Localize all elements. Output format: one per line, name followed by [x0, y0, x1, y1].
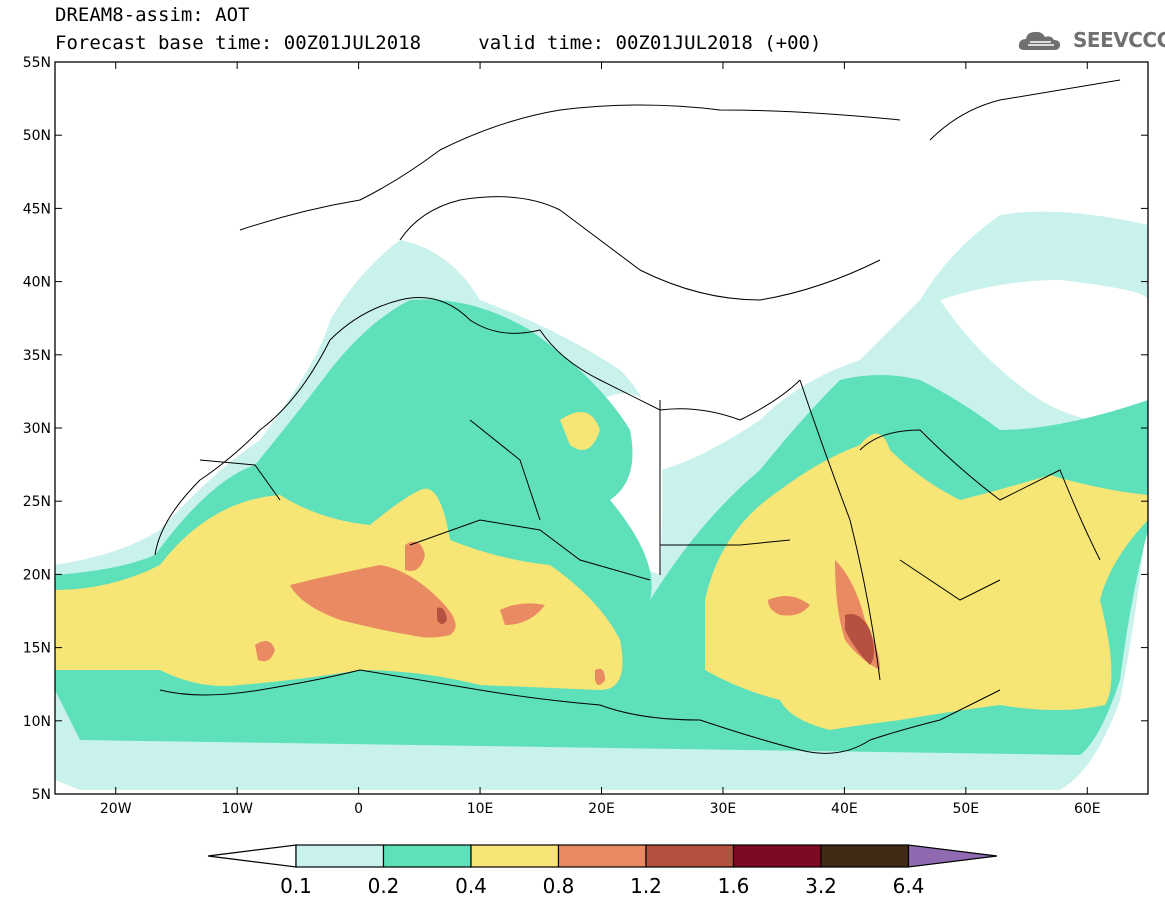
lon-tick-label: 30E [710, 801, 737, 817]
lat-tick-label: 30N [23, 421, 51, 437]
latitude-axis: 55N 50N 45N 40N 35N 30N 25N 20N 15N 10N 5N [23, 55, 1148, 803]
aot-shading [55, 79, 1148, 790]
lat-tick-label: 10N [23, 714, 51, 730]
lon-tick-label: 20E [588, 801, 615, 817]
lat-tick-label: 55N [23, 55, 51, 71]
colorbar-swatch [295, 844, 385, 868]
lat-tick-label: 20N [23, 567, 51, 583]
lon-tick-label: 50E [952, 801, 979, 817]
colorbar-label: 0.4 [455, 874, 487, 898]
colorbar-swatch [732, 844, 822, 868]
lon-tick-label: 10W [221, 801, 253, 817]
lon-tick-label: 0 [354, 801, 363, 817]
colorbar-label: 1.2 [630, 874, 662, 898]
valid-time: valid time: 00Z01JUL2018 (+00) [478, 32, 822, 54]
colorbar-label: 6.4 [893, 874, 925, 898]
aot-band-1.2 [845, 614, 874, 665]
colorbar-under-arrow [207, 844, 297, 868]
map-title: DREAM8-assim: AOT [55, 4, 250, 26]
lat-tick-label: 5N [32, 787, 51, 803]
logo-text: SEEVCCC [1073, 28, 1165, 52]
lon-tick-label: 10E [467, 801, 494, 817]
colorbar-label: 1.6 [718, 874, 750, 898]
lat-tick-label: 35N [23, 348, 51, 364]
colorbar-label: 0.2 [368, 874, 400, 898]
cloud-logo-icon [1018, 31, 1060, 50]
lat-tick-label: 45N [23, 201, 51, 217]
lon-tick-label: 20W [100, 801, 132, 817]
colorbar-swatch [557, 844, 647, 868]
colorbar-label: 3.2 [805, 874, 837, 898]
aot-band-0.8 [290, 565, 456, 638]
lat-tick-label: 15N [23, 641, 51, 657]
time-info: Forecast base time: 00Z01JUL2018 valid t… [55, 32, 821, 54]
colorbar-over-arrow [907, 844, 998, 868]
lat-tick-label: 25N [23, 494, 51, 510]
lat-tick-label: 50N [23, 128, 51, 144]
lat-tick-label: 40N [23, 275, 51, 291]
colorbar: 0.1 0.2 0.4 0.8 1.2 1.6 3.2 6.4 [207, 844, 998, 898]
longitude-axis: 20W 10W 0 10E 20E 30E 40E 50E 60E [100, 62, 1101, 817]
lon-tick-label: 40E [831, 801, 858, 817]
colorbar-swatch [382, 844, 472, 868]
colorbar-swatch [645, 844, 735, 868]
colorbar-label: 0.8 [543, 874, 575, 898]
colorbar-swatch [470, 844, 560, 868]
coastlines [154, 79, 1121, 754]
lon-tick-label: 60E [1074, 801, 1101, 817]
colorbar-label: 0.1 [280, 874, 312, 898]
colorbar-swatch [820, 844, 910, 868]
forecast-base-time: Forecast base time: 00Z01JUL2018 [55, 32, 422, 54]
